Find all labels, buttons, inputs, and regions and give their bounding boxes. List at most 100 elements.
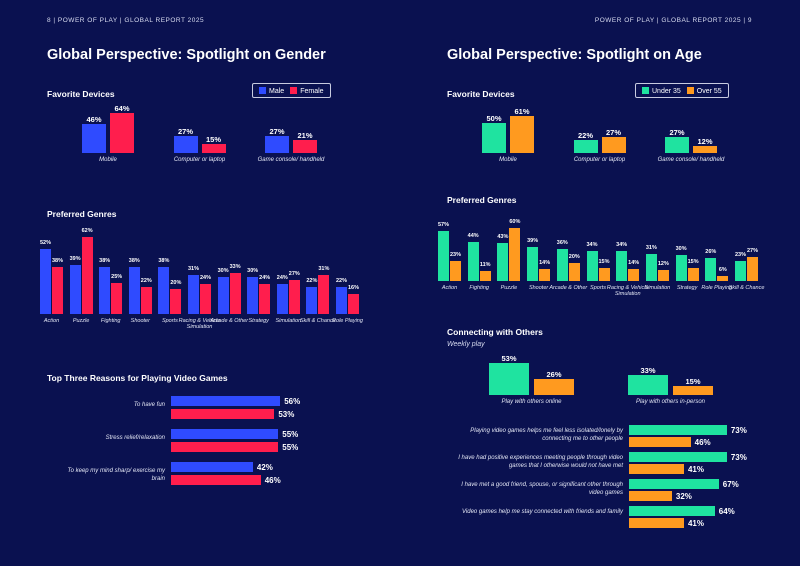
age-genres-category-label: Puzzle bbox=[500, 285, 518, 291]
gender-genres-category-label: Simulation bbox=[275, 318, 302, 324]
age-genres-value-label: 26% bbox=[705, 249, 717, 256]
age-statements-bar-1-over-55 bbox=[629, 437, 691, 447]
age-weekly-bar-play-with-others-in-person-under-35 bbox=[628, 375, 668, 395]
age-devices-bar-mobile-under-35 bbox=[482, 123, 506, 153]
gender-genres-value-label: 22% bbox=[335, 277, 347, 284]
gender-genres-bar-shooter-female bbox=[140, 286, 152, 314]
age-devices-bar-computer-or-laptop-under-35 bbox=[573, 139, 598, 153]
age-statements-bar-2-under-35 bbox=[629, 452, 727, 462]
age-genres-category-label: Fighting bbox=[469, 285, 489, 291]
age-genres-bar-action-over-55 bbox=[450, 260, 461, 281]
age-genres-value-label: 14% bbox=[628, 259, 640, 266]
right-page-header: POWER OF PLAY | GLOBAL REPORT 2025 | 9 bbox=[594, 17, 752, 24]
age-devices-value-label: 12% bbox=[697, 136, 713, 146]
age-genres-bar-arcade-other-under-35 bbox=[556, 249, 568, 281]
age-genres-bar-puzzle-over-55 bbox=[509, 228, 521, 281]
legend-over-55: Over 55 bbox=[686, 86, 722, 95]
gender-genres-bar-role-playing-male bbox=[336, 286, 347, 314]
gender-genres-value-label: 31% bbox=[187, 266, 199, 273]
gender-reasons-value-label: 55% bbox=[282, 442, 299, 452]
gender-devices-category-label: Game console/ handheld bbox=[257, 157, 325, 163]
age-devices-category-label: Computer or laptop bbox=[573, 157, 626, 163]
gender-genres-value-label: 31% bbox=[318, 266, 330, 273]
age-statements-value-label: 67% bbox=[722, 480, 739, 489]
age-devices-bar-game-console-handheld-under-35 bbox=[665, 136, 689, 153]
gender-genres-category-label: Arcade & Other bbox=[210, 318, 249, 324]
gender-genres-bar-skill-chance-male bbox=[306, 286, 318, 314]
gender-genres-value-label: 62% bbox=[81, 227, 93, 234]
gender-genres-value-label: 39% bbox=[69, 256, 81, 263]
gender-reasons-category-label: To keep my mind sharp/ exercise my brain bbox=[67, 468, 165, 482]
gender-genres-value-label: 38% bbox=[158, 257, 170, 264]
age-devices-value-label: 27% bbox=[605, 127, 621, 137]
gender-devices-bar-computer-or-laptop-female bbox=[201, 143, 226, 153]
age-devices-value-label: 27% bbox=[669, 127, 685, 137]
gender-genres-bar-puzzle-male bbox=[69, 265, 81, 314]
age-weekly-value-label: 33% bbox=[640, 366, 656, 376]
gender-genres-value-label: 38% bbox=[51, 257, 63, 264]
age-genres-value-label: 20% bbox=[568, 254, 580, 261]
age-statements-category-label: Video games help me stay connected with … bbox=[462, 509, 623, 515]
age-genres-bar-skill-chance-under-35 bbox=[735, 260, 746, 281]
age-genres-value-label: 34% bbox=[616, 242, 628, 249]
gender-genres-bar-action-female bbox=[52, 266, 63, 314]
age-genres-value-label: 14% bbox=[539, 259, 551, 266]
left-page-title: Global Perspective: Spotlight on Gender bbox=[47, 47, 326, 63]
right-page-title: Global Perspective: Spotlight on Age bbox=[447, 47, 702, 63]
age-genres-value-label: 34% bbox=[586, 242, 598, 249]
age-genres-bar-strategy-over-55 bbox=[687, 267, 699, 281]
gender-genres-bar-fighting-male bbox=[99, 266, 111, 314]
gender-devices-value-label: 15% bbox=[205, 134, 221, 144]
age-statements-bar-3-over-55 bbox=[629, 491, 672, 501]
age-devices-value-label: 22% bbox=[577, 130, 593, 140]
age-genres-value-label: 6% bbox=[718, 266, 727, 273]
age-devices-bar-game-console-handheld-over-55 bbox=[693, 145, 717, 153]
age-statements-value-label: 64% bbox=[718, 507, 735, 516]
age-genres-value-label: 11% bbox=[479, 262, 491, 269]
age-statements-value-label: 41% bbox=[687, 465, 704, 474]
legend-under-35: Under 35 bbox=[642, 86, 681, 95]
gender-genres-value-label: 38% bbox=[99, 257, 111, 264]
legend-male: Male bbox=[259, 86, 284, 95]
age-devices-bar-mobile-over-55 bbox=[510, 116, 534, 153]
gender-legend: Male Female bbox=[252, 83, 331, 98]
age-genres-category-label: Arcade & Other bbox=[549, 285, 588, 291]
age-weekly-subtitle: Weekly play bbox=[447, 341, 485, 348]
gender-genres-category-label: Puzzle bbox=[72, 318, 90, 324]
age-statements-bar-4-under-35 bbox=[629, 506, 715, 516]
age-genres-bar-role-playing-under-35 bbox=[705, 258, 717, 281]
gender-reasons-value-label: 55% bbox=[282, 430, 299, 439]
gender-genres-bar-racing-vehicle-simulation-male bbox=[188, 275, 199, 314]
gender-genres-value-label: 27% bbox=[288, 271, 300, 278]
gender-genres-value-label: 22% bbox=[306, 277, 318, 284]
gender-reasons-title: Top Three Reasons for Playing Video Game… bbox=[47, 373, 228, 383]
age-genres-bar-puzzle-under-35 bbox=[497, 243, 509, 281]
age-devices-title: Favorite Devices bbox=[447, 89, 515, 99]
age-genres-value-label: 57% bbox=[437, 221, 449, 228]
gender-reasons-value-label: 53% bbox=[278, 409, 295, 419]
gender-genres-bar-racing-vehicle-simulation-female bbox=[200, 284, 211, 314]
gender-genres-bar-action-male bbox=[40, 249, 51, 314]
age-genres-category-label: Action bbox=[441, 285, 458, 291]
age-statements-category-label: I have met a good friend, spouse, or sig… bbox=[461, 482, 623, 496]
age-genres-category-label: Role Playing bbox=[701, 285, 733, 291]
gender-genres-value-label: 33% bbox=[229, 263, 241, 270]
age-weekly-value-label: 26% bbox=[546, 370, 562, 380]
age-statements-value-label: 46% bbox=[694, 438, 711, 447]
gender-genres-bar-strategy-male bbox=[247, 276, 259, 314]
age-statements-value-label: 32% bbox=[675, 492, 692, 501]
age-genres-bar-role-playing-over-55 bbox=[717, 275, 729, 281]
age-statements-bar-1-under-35 bbox=[629, 425, 727, 435]
gender-genres-value-label: 20% bbox=[170, 280, 182, 286]
age-weekly-value-label: 53% bbox=[501, 354, 517, 364]
age-weekly-bar-play-with-others-online-under-35 bbox=[489, 363, 529, 395]
age-genres-bar-racing-vehicle-simulation-under-35 bbox=[616, 251, 628, 281]
gender-reasons-category-label: To have fun bbox=[133, 402, 165, 408]
gender-genres-value-label: 16% bbox=[347, 285, 359, 291]
age-genres-bar-simulation-over-55 bbox=[657, 270, 669, 281]
gender-genres-bar-puzzle-female bbox=[81, 236, 93, 314]
gender-genres-category-label: Racing & Vehicle Simulation bbox=[178, 318, 221, 331]
age-statements-bar-3-under-35 bbox=[629, 479, 719, 489]
age-devices-category-label: Mobile bbox=[499, 157, 517, 163]
age-genres-value-label: 15% bbox=[598, 258, 610, 265]
